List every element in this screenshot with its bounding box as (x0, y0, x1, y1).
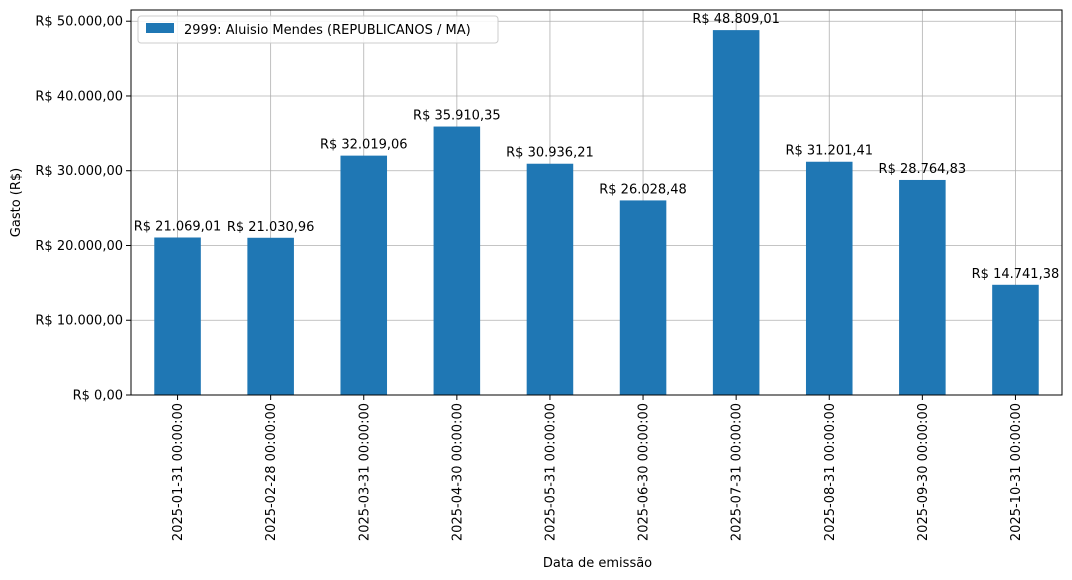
x-tick-label: 2025-02-28 00:00:00 (264, 403, 279, 541)
bar-value-label: R$ 21.069,01 (134, 219, 222, 234)
bar-value-label: R$ 32.019,06 (320, 138, 408, 153)
bar-value-label: R$ 21.030,96 (227, 220, 315, 235)
bar-value-label: R$ 26.028,48 (599, 182, 687, 197)
bar (712, 30, 760, 396)
bar (433, 126, 481, 396)
x-tick-label: 2025-07-31 00:00:00 (730, 403, 745, 541)
y-tick-label: R$ 40.000,00 (35, 89, 123, 104)
bar-value-label: R$ 28.764,83 (879, 162, 967, 177)
x-tick-label: 2025-09-30 00:00:00 (916, 403, 931, 541)
x-tick-label: 2025-01-31 00:00:00 (171, 403, 186, 541)
bar (619, 200, 667, 395)
bar (247, 237, 294, 395)
legend-label: 2999: Aluisio Mendes (REPUBLICANOS / MA) (184, 23, 471, 38)
bar-value-label: R$ 35.910,35 (413, 109, 501, 124)
x-tick-label: 2025-10-31 00:00:00 (1009, 403, 1024, 541)
legend: 2999: Aluisio Mendes (REPUBLICANOS / MA) (137, 15, 499, 44)
plot-frame (130, 9, 1063, 396)
bar (340, 155, 388, 395)
bar (992, 284, 1039, 395)
x-tick-label: 2025-05-31 00:00:00 (543, 403, 558, 541)
y-tick-label: R$ 50.000,00 (35, 15, 123, 30)
x-tick-label: 2025-03-31 00:00:00 (357, 403, 372, 541)
y-axis: R$ 0,00 R$ 10.000,00 R$ 20.000,00 R$ 30.000… (35, 15, 131, 404)
x-tick-label: 2025-08-31 00:00:00 (823, 403, 838, 541)
y-axis-title: Gasto (R$) (9, 168, 24, 237)
bar (899, 179, 946, 395)
legend-box (137, 15, 499, 44)
y-tick-label: R$ 20.000,00 (35, 239, 123, 254)
bar-value-label: R$ 14.741,38 (972, 267, 1060, 282)
data-labels-layer: R$ 21.069,01 R$ 21.030,96 R$ 32.019,06 R$ 3… (134, 12, 1060, 282)
bar-value-label: R$ 48.809,01 (692, 12, 780, 27)
bar (154, 237, 201, 395)
bar-value-label: R$ 30.936,21 (506, 146, 594, 161)
y-tick-label: R$ 10.000,00 (35, 314, 123, 329)
legend-swatch (146, 23, 174, 33)
y-tick-label: R$ 0,00 (73, 389, 123, 404)
bars-layer (154, 30, 1039, 396)
x-axis: 2025-01-31 00:00:00 2025-02-28 00:00:00 20… (171, 395, 1024, 541)
bar (526, 163, 574, 395)
bar-value-label: R$ 31.201,41 (785, 144, 873, 159)
y-tick-label: R$ 30.000,00 (35, 164, 123, 179)
bar (805, 161, 853, 395)
x-tick-label: 2025-04-30 00:00:00 (450, 403, 465, 541)
x-tick-label: 2025-06-30 00:00:00 (637, 403, 652, 541)
x-axis-title: Data de emissão (543, 556, 652, 571)
